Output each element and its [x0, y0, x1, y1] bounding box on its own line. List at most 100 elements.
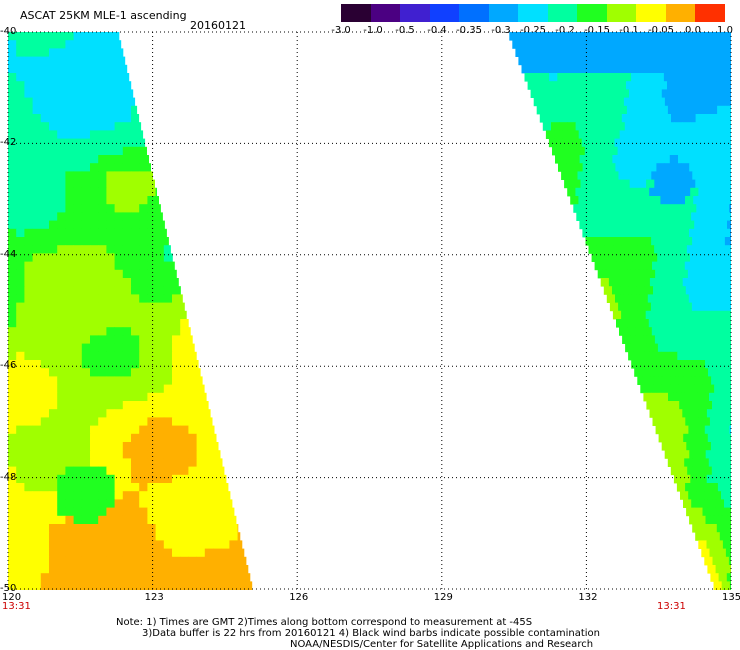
data-cell	[221, 573, 230, 582]
data-cell	[57, 286, 66, 295]
data-cell	[622, 269, 631, 279]
data-cell	[24, 573, 33, 582]
data-cell	[577, 171, 587, 180]
data-cell	[213, 442, 219, 451]
data-cell	[81, 245, 91, 254]
data-cell	[237, 524, 239, 533]
data-cell	[147, 163, 151, 172]
data-cell	[73, 253, 83, 262]
data-cell	[667, 302, 676, 312]
data-cell	[57, 581, 66, 590]
data-cell	[632, 32, 641, 41]
data-cell	[122, 507, 132, 517]
data-cell	[701, 261, 710, 271]
data-cell	[16, 433, 25, 443]
data-cell	[527, 81, 537, 90]
data-cell	[32, 524, 42, 533]
data-cell	[49, 417, 58, 426]
data-cell	[8, 97, 17, 107]
data-cell	[647, 204, 656, 213]
data-cell	[221, 581, 230, 590]
data-cell	[172, 483, 181, 492]
data-cell	[106, 532, 115, 541]
data-cell	[155, 450, 165, 459]
data-cell	[204, 458, 214, 467]
data-cell	[725, 40, 731, 49]
data-cell	[57, 163, 66, 172]
data-cell	[632, 187, 642, 197]
data-cell	[73, 573, 83, 582]
data-cell	[122, 253, 132, 262]
data-cell	[574, 163, 583, 172]
data-cell	[90, 114, 99, 123]
data-cell	[32, 278, 42, 287]
data-cell	[139, 155, 148, 164]
data-cell	[611, 130, 621, 139]
data-cell	[723, 474, 731, 484]
data-cell	[632, 253, 642, 262]
data-cell	[114, 335, 124, 344]
data-cell	[172, 466, 181, 476]
data-cell	[139, 499, 148, 508]
data-cell	[702, 155, 712, 164]
data-cell	[65, 450, 74, 459]
data-cell	[65, 269, 74, 279]
data-cell	[122, 573, 132, 582]
data-cell	[557, 138, 566, 148]
data-cell	[600, 187, 609, 197]
data-cell	[709, 392, 718, 402]
data-cell	[684, 458, 693, 467]
data-cell	[90, 130, 99, 139]
data-cell	[699, 278, 708, 287]
colorbar-tick-label: -0.5	[395, 25, 415, 36]
data-cell	[81, 327, 91, 336]
data-cell	[8, 327, 17, 336]
data-cell	[131, 171, 140, 180]
data-cell	[147, 392, 156, 402]
data-cell	[98, 409, 107, 418]
data-cell	[642, 237, 652, 246]
data-cell	[713, 294, 722, 303]
data-cell	[24, 179, 33, 189]
data-cell	[718, 286, 728, 295]
data-cell	[706, 540, 716, 549]
data-cell	[674, 122, 683, 131]
data-cell	[678, 155, 687, 164]
data-cell	[73, 245, 83, 254]
data-cell	[65, 278, 74, 287]
data-cell	[639, 138, 648, 148]
data-cell	[644, 351, 654, 361]
data-cell	[617, 212, 626, 221]
data-cell	[221, 556, 230, 566]
data-cell	[667, 237, 677, 246]
data-cell	[683, 81, 692, 90]
data-cell	[213, 532, 222, 541]
data-cell	[716, 368, 725, 377]
data-cell	[131, 401, 140, 410]
data-cell	[32, 425, 42, 435]
data-cell	[569, 171, 578, 180]
data-cell	[139, 565, 148, 574]
data-cell	[677, 417, 686, 426]
data-cell	[180, 392, 189, 402]
lat-tick-label: -50	[0, 583, 17, 594]
data-cell	[8, 515, 17, 525]
data-cell	[40, 360, 50, 369]
data-cell	[57, 261, 66, 271]
data-cell	[49, 376, 58, 385]
lon-tick-label: 126	[289, 592, 309, 603]
data-cell	[98, 237, 107, 246]
data-cell	[106, 499, 115, 508]
data-cell	[702, 220, 711, 230]
data-cell	[163, 220, 165, 230]
data-cell	[634, 237, 644, 246]
data-cell	[664, 294, 673, 303]
data-cell	[717, 392, 726, 402]
data-cell	[32, 179, 42, 189]
data-cell	[90, 64, 99, 74]
data-cell	[671, 401, 680, 410]
data-cell	[122, 105, 132, 115]
data-cell	[707, 278, 716, 287]
data-cell	[709, 196, 719, 205]
data-cell	[675, 433, 684, 443]
